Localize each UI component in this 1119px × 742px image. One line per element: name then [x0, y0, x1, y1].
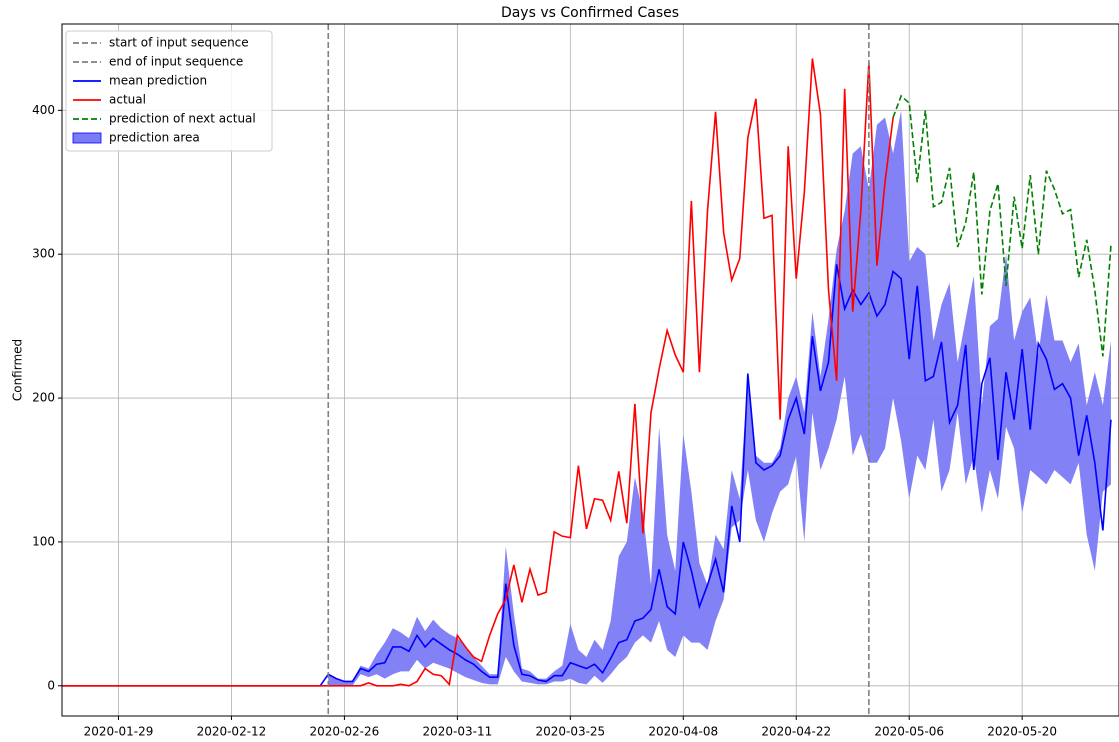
series-line: [62, 58, 894, 687]
legend-label: end of input sequence: [109, 55, 243, 69]
x-tick-label: 2020-03-11: [422, 725, 492, 739]
x-tick-label: 2020-03-25: [535, 725, 605, 739]
legend-label: start of input sequence: [109, 36, 249, 50]
x-tick-label: 2020-02-26: [310, 725, 380, 739]
x-tick-label: 2020-05-06: [874, 725, 944, 739]
y-tick-label: 300: [32, 247, 55, 261]
prediction-area: [328, 110, 1111, 686]
y-tick-label: 0: [47, 678, 55, 692]
x-tick-label: 2020-04-22: [761, 725, 831, 739]
y-tick-label: 100: [32, 534, 55, 548]
x-tick-label: 2020-04-08: [648, 725, 718, 739]
legend-swatch: [72, 132, 102, 144]
legend-label: prediction area: [109, 131, 200, 145]
chart-title: Days vs Confirmed Cases: [501, 5, 679, 21]
plot-area: [62, 24, 1112, 716]
x-tick-label: 2020-05-20: [987, 725, 1057, 739]
legend-label: prediction of next actual: [109, 112, 256, 126]
x-tick-label: 2020-02-12: [197, 725, 267, 739]
series-line: [892, 94, 1112, 357]
plot-frame: [61, 23, 1119, 717]
y-tick-label: 200: [32, 391, 55, 405]
x-tick-label: 2020-01-29: [84, 725, 154, 739]
legend-box: [65, 30, 273, 152]
y-tick-label: 400: [32, 103, 55, 117]
y-axis-label: Confirmed: [11, 339, 25, 401]
legend-label: mean prediction: [109, 74, 207, 88]
legend-label: actual: [109, 93, 146, 107]
